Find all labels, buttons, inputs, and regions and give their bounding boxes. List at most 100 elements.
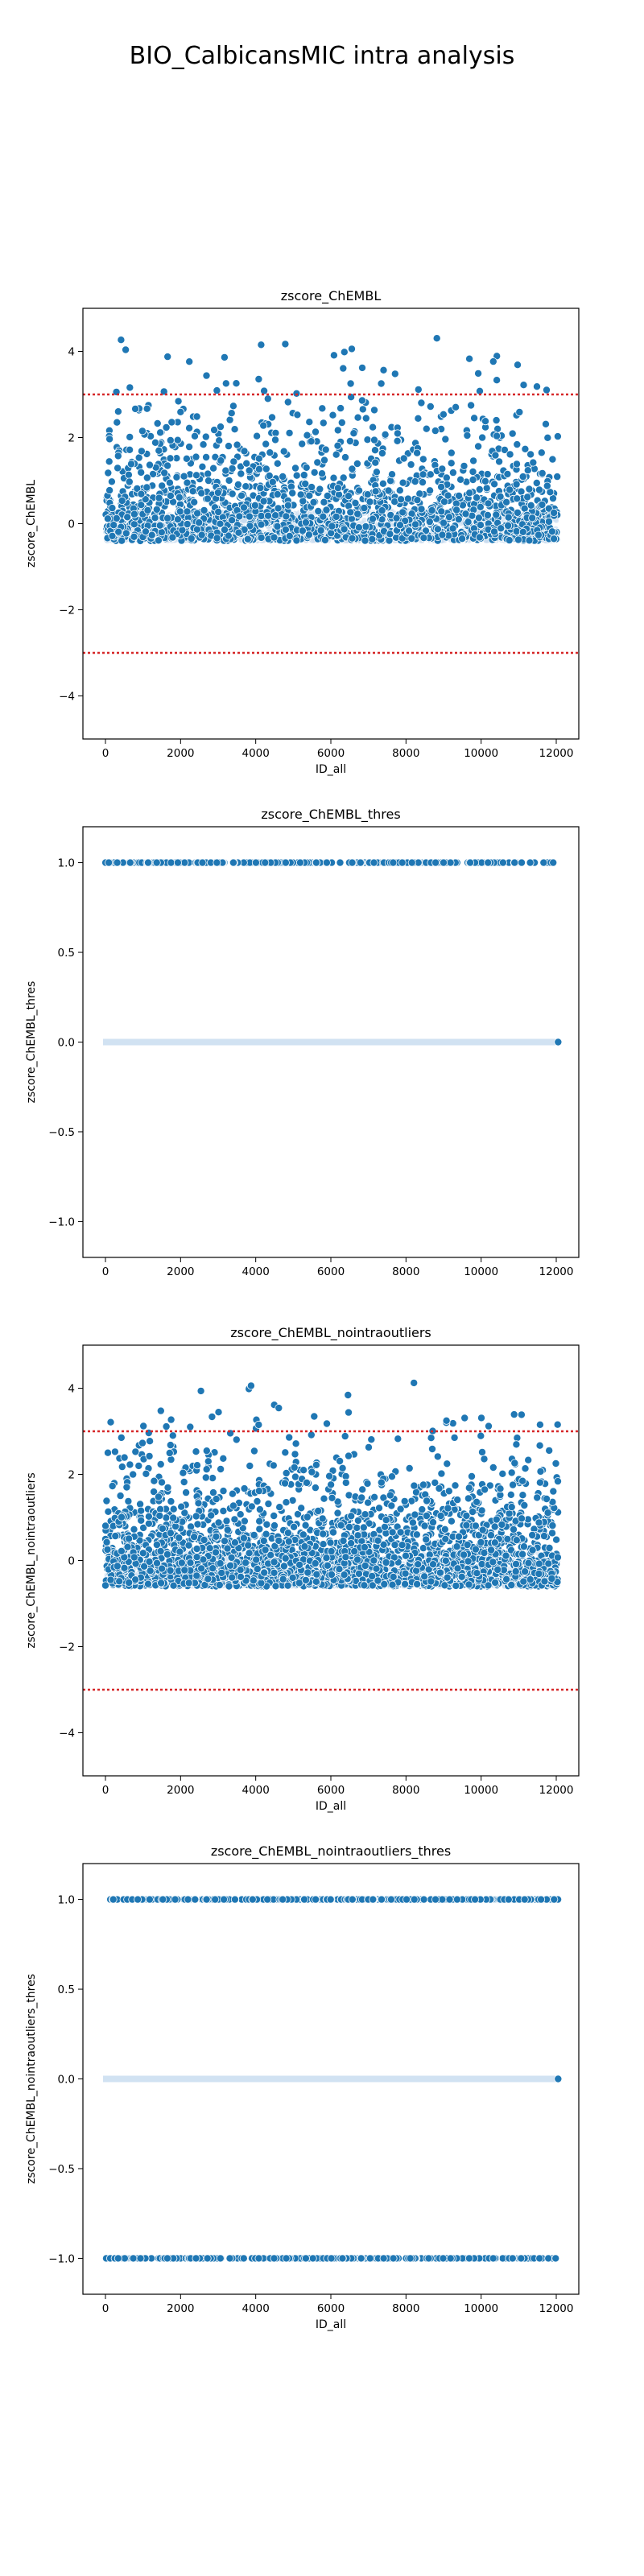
data-point	[426, 470, 435, 479]
figure-title: BIO_CalbicansMIC intra analysis	[129, 42, 515, 70]
data-point	[221, 466, 230, 475]
data-point	[549, 858, 558, 867]
data-point	[228, 516, 237, 525]
data-point	[483, 470, 492, 479]
data-point	[493, 431, 502, 440]
data-point	[157, 528, 166, 537]
data-point	[339, 364, 348, 373]
data-point	[369, 436, 378, 444]
data-point	[301, 480, 310, 489]
data-point	[259, 497, 268, 506]
data-point	[389, 858, 398, 867]
data-point	[483, 511, 492, 520]
data-point	[475, 485, 484, 494]
data-point	[303, 431, 312, 440]
data-point	[175, 493, 184, 502]
data-point	[192, 471, 200, 480]
data-point	[518, 527, 527, 536]
data-point	[500, 445, 509, 454]
data-point	[385, 536, 394, 545]
data-point	[466, 858, 475, 867]
data-point	[339, 473, 348, 482]
data-point	[270, 436, 279, 444]
data-point	[548, 455, 557, 464]
data-point	[320, 456, 328, 464]
data-point	[319, 512, 328, 521]
y-tick-label: −0.5	[48, 1126, 75, 1139]
data-point	[221, 379, 230, 388]
data-point	[438, 464, 447, 473]
data-point	[105, 435, 114, 444]
data-point	[535, 485, 544, 494]
data-point	[316, 485, 324, 493]
data-point	[460, 461, 469, 470]
data-point	[228, 489, 237, 498]
data-point	[126, 445, 134, 454]
data-point	[305, 491, 314, 500]
data-point	[145, 460, 154, 469]
data-point	[363, 436, 372, 444]
data-point	[347, 345, 356, 353]
data-point	[489, 357, 497, 366]
data-point	[481, 477, 489, 485]
data-point	[439, 410, 448, 419]
data-point	[348, 464, 357, 473]
data-point	[431, 427, 440, 436]
x-tick-label: 4000	[242, 747, 269, 760]
data-point	[267, 413, 276, 422]
y-tick-label: 0.5	[58, 947, 75, 960]
data-point	[183, 520, 192, 529]
data-point	[393, 436, 402, 445]
y-tick-label: 0	[68, 518, 75, 531]
data-point	[158, 481, 167, 490]
x-tick-label: 8000	[392, 747, 419, 760]
data-point	[386, 530, 394, 539]
data-point	[448, 524, 457, 533]
data-point	[539, 858, 548, 867]
panel-3: 0 2000 4000 6000 8000 10000 12000−4−2024zscore…	[25, 1325, 580, 1813]
data-point	[458, 501, 467, 510]
data-point	[356, 858, 365, 867]
data-point	[368, 514, 377, 523]
data-point	[237, 469, 246, 478]
data-point	[124, 470, 133, 479]
data-point	[295, 858, 304, 867]
data-point	[254, 454, 263, 463]
panel-1: 0 2000 4000 6000 8000 10000 12000−4−2024zscore…	[25, 288, 580, 776]
data-point	[425, 518, 434, 526]
data-point	[257, 341, 266, 349]
data-point	[346, 379, 355, 388]
data-point	[505, 536, 514, 545]
data-point	[173, 858, 182, 867]
data-point	[245, 512, 254, 521]
data-point	[508, 429, 517, 438]
data-point	[448, 469, 457, 477]
data-point	[422, 424, 431, 433]
data-point	[125, 477, 134, 486]
data-point	[279, 447, 288, 456]
data-point	[311, 427, 320, 436]
data-point	[302, 463, 311, 472]
data-point	[523, 466, 532, 475]
data-point	[506, 450, 514, 459]
data-point	[476, 502, 485, 511]
data-point	[159, 387, 168, 396]
data-point	[378, 479, 387, 488]
data-point	[257, 511, 266, 520]
data-point	[407, 460, 415, 469]
data-point	[108, 531, 117, 540]
data-point	[173, 515, 182, 524]
data-point	[281, 858, 290, 867]
data-point	[225, 415, 234, 424]
data-point	[320, 497, 328, 506]
data-point	[190, 431, 199, 440]
data-point	[175, 507, 184, 516]
data-point	[257, 533, 266, 542]
data-point	[262, 440, 270, 448]
data-point	[333, 426, 342, 435]
data-point	[395, 521, 404, 530]
data-point	[185, 423, 194, 432]
data-point	[533, 382, 542, 391]
data-point	[407, 535, 416, 543]
data-point	[176, 407, 185, 416]
